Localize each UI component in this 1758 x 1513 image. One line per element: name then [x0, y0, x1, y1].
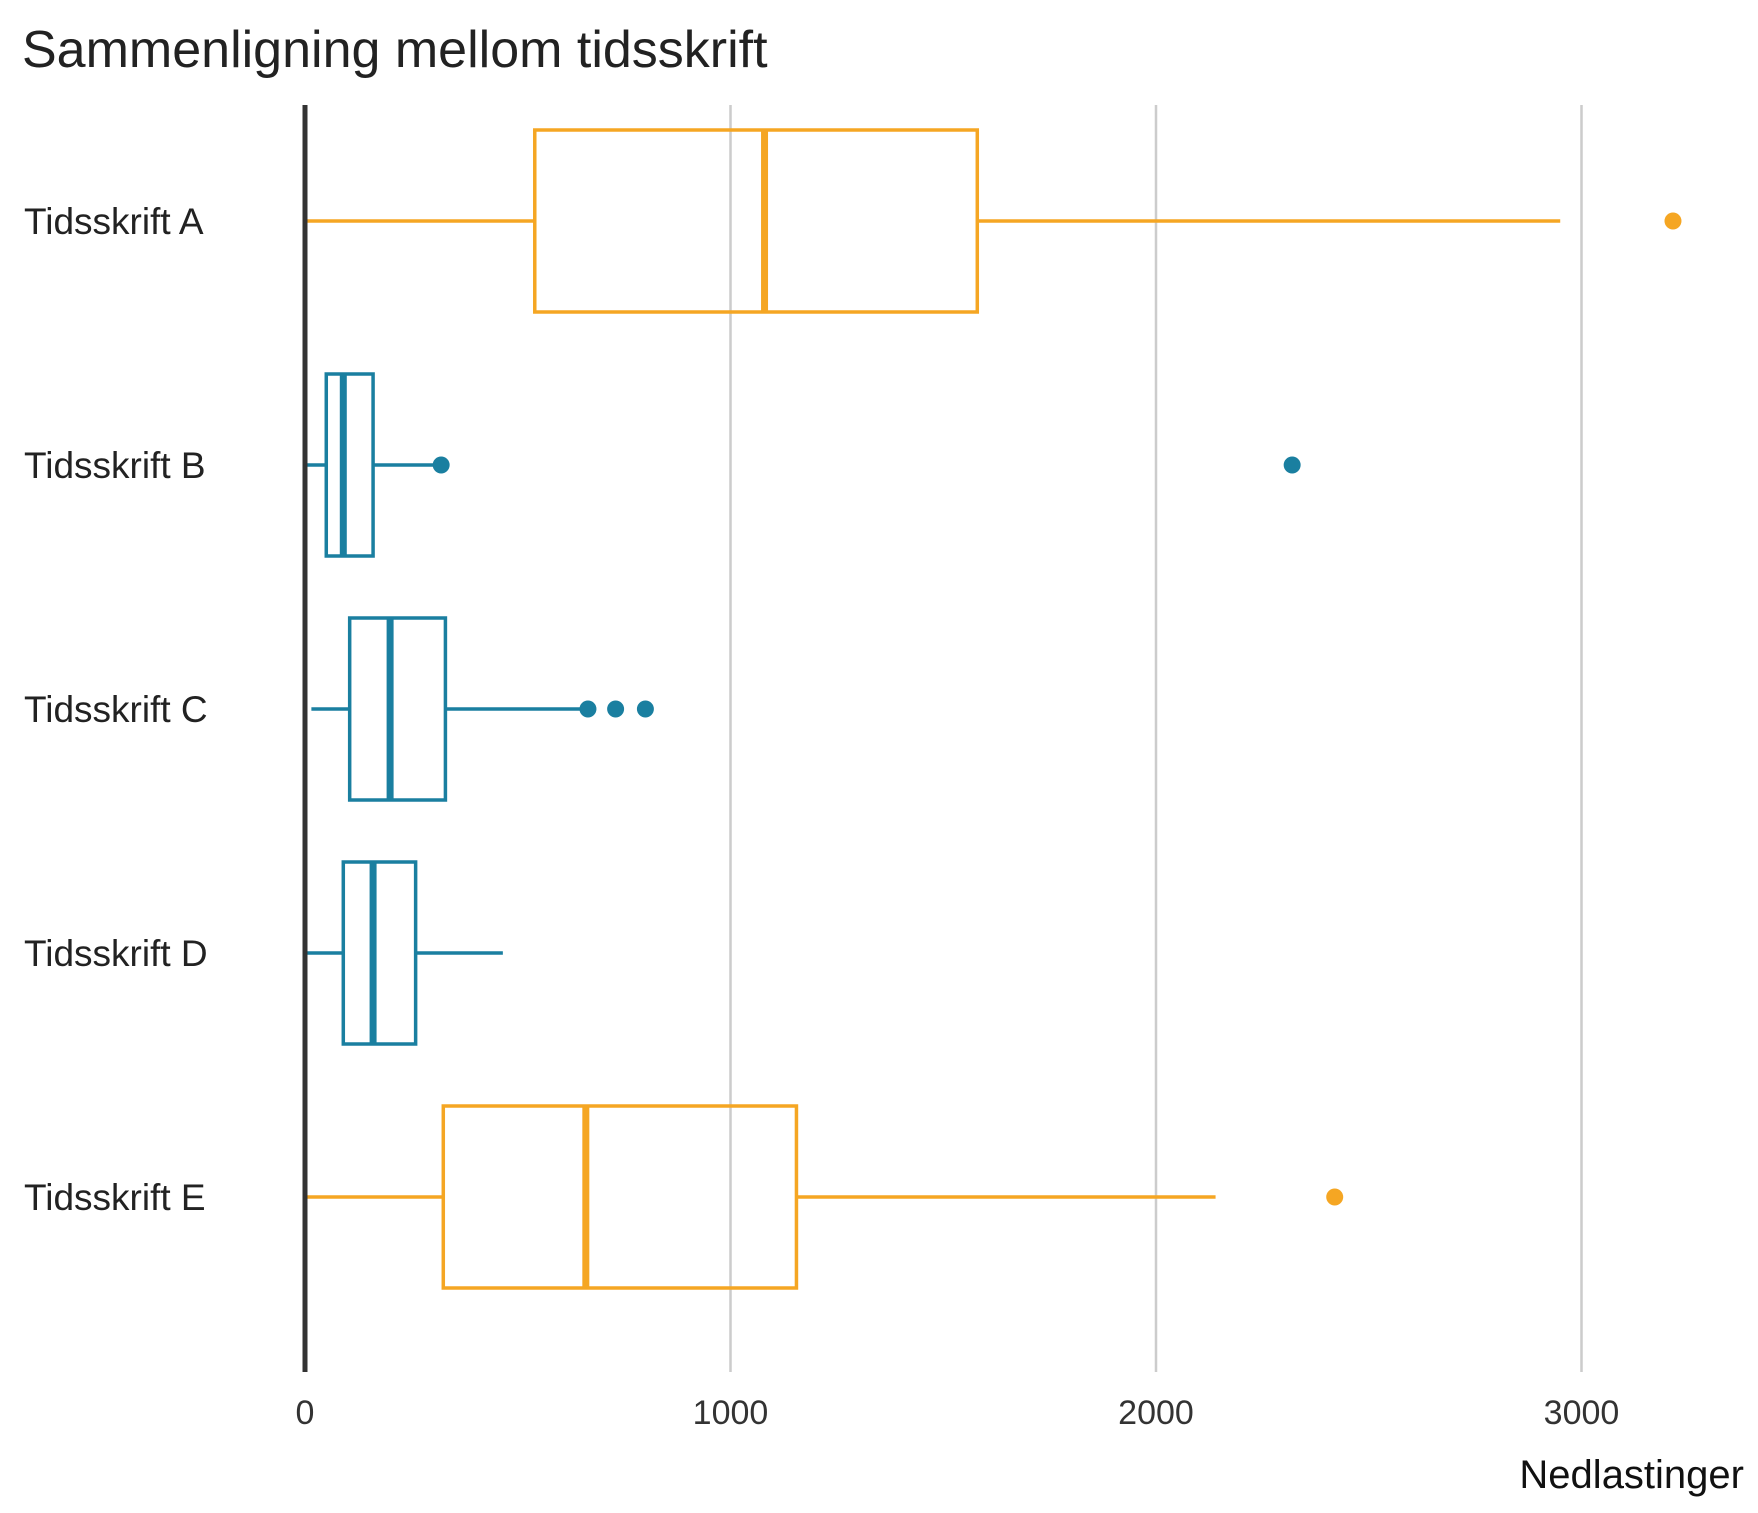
box-series — [307, 128, 1682, 1290]
chart-title: Sammenligning mellom tidsskrift — [22, 21, 768, 79]
axes: 0 1000 2000 3000 Nedlastinger Tidsskrift A Tid… — [24, 105, 1744, 1497]
iqr-box — [347, 616, 448, 802]
category-label: Tidsskrift C — [24, 689, 208, 730]
outlier-point — [579, 700, 597, 718]
outlier-point — [1664, 212, 1682, 230]
iqr-box — [533, 128, 980, 314]
category-label: Tidsskrift E — [24, 1177, 206, 1218]
category-label: Tidsskrift A — [24, 201, 204, 242]
x-tick-label: 1000 — [693, 1394, 769, 1432]
box-2 — [307, 372, 1301, 558]
box-3 — [311, 616, 654, 802]
outlier-point — [432, 456, 450, 474]
outlier-point — [607, 700, 625, 718]
x-tick-label: 0 — [296, 1394, 315, 1432]
box-4 — [307, 860, 503, 1046]
x-axis-title: Nedlastinger — [1519, 1453, 1744, 1497]
category-label: Tidsskrift B — [24, 445, 206, 486]
outlier-point — [1326, 1188, 1344, 1206]
grid-lines — [729, 105, 1583, 1372]
box-5 — [307, 1104, 1344, 1290]
iqr-box — [324, 372, 375, 558]
outlier-point — [636, 700, 654, 718]
x-tick-label: 3000 — [1544, 1394, 1620, 1432]
iqr-box — [441, 1104, 799, 1290]
category-label: Tidsskrift D — [24, 933, 208, 974]
iqr-box — [341, 860, 418, 1046]
outlier-point — [1283, 456, 1301, 474]
box-1 — [307, 128, 1682, 314]
x-tick-label: 2000 — [1118, 1394, 1194, 1432]
